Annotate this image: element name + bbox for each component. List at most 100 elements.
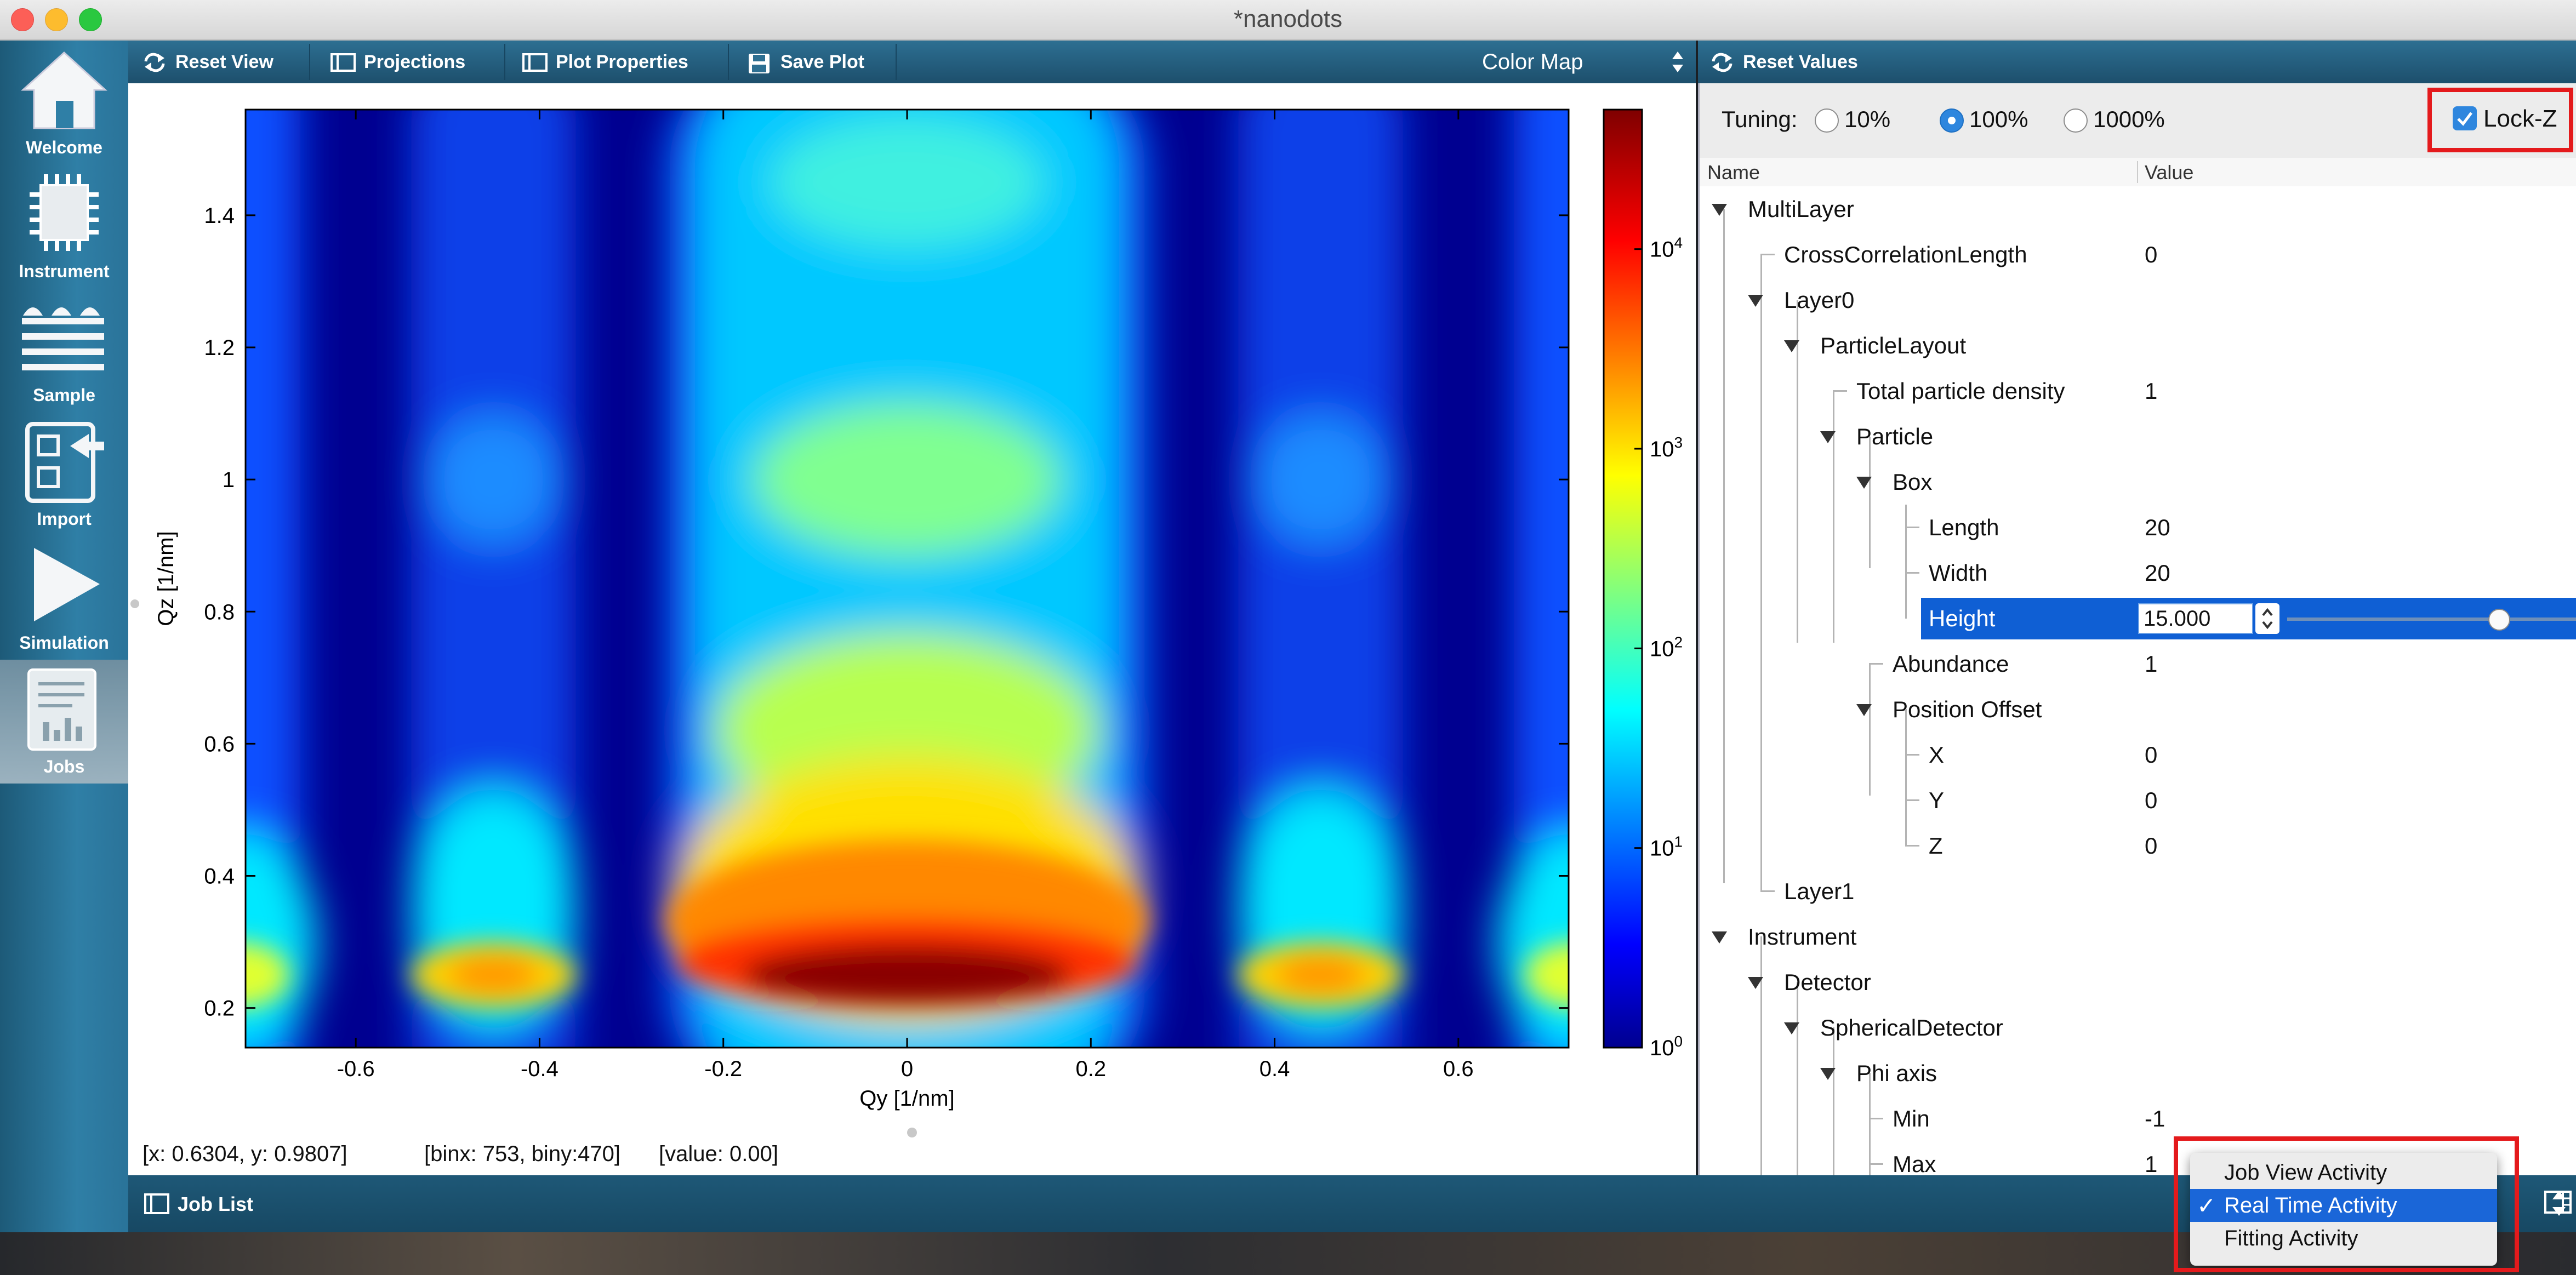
intensity-map-plot[interactable]: -0.6 -0.4 -0.2 0 0.2 0.4 0.6 0.2 0.4 0.6 0.8 1 1.2 1…: [128, 83, 1696, 1175]
layers-icon: [22, 307, 104, 370]
save-icon: [749, 54, 770, 73]
tree-row-value[interactable]: 1: [2145, 1151, 2158, 1175]
colorbar: [1603, 108, 1643, 1049]
colorbar-tick-label: 104: [1650, 235, 1683, 262]
menu-item-label: Real Time Activity: [2224, 1193, 2397, 1217]
menu-item-real-time-activity[interactable]: ✓ Real Time Activity: [2190, 1189, 2497, 1222]
sidebar-item-simulation[interactable]: Simulation: [0, 536, 128, 660]
tree-row[interactable]: Min -1: [1700, 1096, 2576, 1141]
sidebar-item-jobs[interactable]: Jobs: [0, 660, 128, 784]
status-value: [value: 0.00]: [659, 1142, 778, 1166]
tree-row[interactable]: Max 1: [1700, 1141, 2576, 1175]
menu-item-job-view-activity[interactable]: Job View Activity: [2190, 1156, 2497, 1189]
tree-row[interactable]: CrossCorrelationLength 0: [1700, 232, 2576, 277]
heatmap-blob: [428, 414, 560, 546]
sidebar-item-label: Jobs: [43, 757, 85, 776]
tuning-radio-10[interactable]: [1815, 108, 1839, 133]
height-slider-track[interactable]: [2287, 618, 2576, 621]
tree-row[interactable]: ParticleLayout: [1700, 323, 2576, 368]
splitter-handle[interactable]: [130, 599, 139, 608]
projections-button[interactable]: Projections: [330, 41, 516, 83]
reset-view-button[interactable]: Reset View: [141, 41, 328, 83]
tree-row[interactable]: Instrument: [1700, 914, 2576, 959]
sidebar-item-sample[interactable]: Sample: [0, 288, 128, 412]
sidebar-item-import[interactable]: Import: [0, 412, 128, 536]
expand-arrow-icon[interactable]: [1856, 477, 1872, 489]
expand-arrow-icon[interactable]: [1712, 204, 1727, 216]
tree-row[interactable]: Detector: [1700, 959, 2576, 1005]
tree-row-selected[interactable]: Height 15.000: [1700, 596, 2576, 641]
toolbar-divider: [896, 44, 897, 80]
tree-row-value[interactable]: 1: [2145, 651, 2158, 677]
tree-guide-line: [1833, 1027, 1834, 1175]
tree-row-value[interactable]: 0: [2145, 242, 2158, 267]
value-column-header[interactable]: Value: [2145, 161, 2194, 184]
zoom-window-button[interactable]: [79, 8, 102, 31]
close-window-button[interactable]: [11, 8, 34, 31]
tree-row-value[interactable]: 0: [2145, 833, 2158, 859]
tree-row[interactable]: Total particle density 1: [1700, 368, 2576, 414]
expand-arrow-icon[interactable]: [1784, 340, 1799, 352]
tree-row[interactable]: MultiLayer: [1700, 186, 2576, 232]
tree-row-value[interactable]: 0: [2145, 742, 2158, 768]
expand-arrow-icon[interactable]: [1820, 1068, 1836, 1080]
tree-row-value[interactable]: 20: [2145, 514, 2170, 540]
tree-guide-line: [1905, 799, 1919, 801]
expand-arrow-icon[interactable]: [1748, 295, 1763, 307]
tree-row[interactable]: Abundance 1: [1700, 641, 2576, 687]
tree-row[interactable]: Layer1: [1700, 803, 2576, 914]
tree-row-name: Height: [1929, 605, 1996, 631]
name-column-header[interactable]: Name: [1707, 161, 1760, 184]
tree-row[interactable]: Layer0: [1700, 277, 2576, 323]
minimize-window-button[interactable]: [45, 8, 68, 31]
spin-arrows-button[interactable]: [2255, 603, 2279, 634]
job-list-toggle[interactable]: Job List: [144, 1191, 319, 1218]
tree-row[interactable]: Box: [1700, 459, 2576, 505]
reset-values-button[interactable]: Reset Values: [1709, 41, 1884, 83]
tree-row[interactable]: Position Offset: [1700, 687, 2576, 732]
activity-menu[interactable]: Job View Activity ✓ Real Time Activity F…: [2190, 1153, 2497, 1266]
tree-guide-line: [1905, 709, 1907, 777]
tree-row-value[interactable]: 20: [2145, 560, 2170, 586]
tree-row-value[interactable]: 0: [2145, 787, 2158, 813]
tree-guide-line: [1905, 505, 1907, 550]
tree-guide-line: [1905, 845, 1919, 847]
tree-row[interactable]: Phi axis: [1700, 1050, 2576, 1096]
tree-row[interactable]: Particle: [1700, 414, 2576, 459]
tree-row-name: ParticleLayout: [1820, 333, 1967, 358]
tree-row[interactable]: SphericalDetector: [1700, 1005, 2576, 1050]
tree-row-value[interactable]: 1: [2145, 378, 2158, 404]
view-mode-select[interactable]: Color Map: [1482, 41, 1668, 83]
sidebar-item-welcome[interactable]: Welcome: [0, 41, 128, 164]
menu-item-fitting-activity[interactable]: Fitting Activity: [2190, 1222, 2497, 1255]
lock-z-checkbox[interactable]: [2453, 106, 2477, 130]
y-tick-label: 0.8: [204, 600, 235, 624]
y-axis: 0.2 0.4 0.6 0.8 1 1.2 1.4: [204, 204, 1569, 1021]
status-bins: [binx: 753, biny:470]: [424, 1142, 621, 1166]
sidebar-item-instrument[interactable]: Instrument: [0, 164, 128, 288]
plot-properties-button[interactable]: Plot Properties: [522, 41, 741, 83]
tuning-radio-1000[interactable]: [2064, 108, 2088, 133]
expand-arrow-icon[interactable]: [1784, 1022, 1799, 1034]
save-plot-button[interactable]: Save Plot: [746, 41, 911, 83]
tree-guide-line: [1760, 254, 1775, 255]
tuning-radio-100[interactable]: [1940, 108, 1964, 133]
panel-icon: [522, 53, 548, 72]
height-spinbox[interactable]: 15.000: [2138, 603, 2253, 634]
heatmap-blob: [246, 942, 289, 1008]
parameter-tree: MultiLayer CrossCorrelationLength 0 Layer…: [1700, 186, 2576, 1175]
splitter-handle[interactable]: [907, 1128, 917, 1137]
tree-row[interactable]: Width 20: [1700, 550, 2576, 596]
expand-arrow-icon[interactable]: [1748, 977, 1763, 989]
tree-row[interactable]: Length 20: [1700, 505, 2576, 550]
expand-arrow-icon[interactable]: [1856, 704, 1872, 716]
colorbar-tick-label: 103: [1650, 434, 1683, 461]
tree-row-value[interactable]: -1: [2145, 1106, 2165, 1131]
expand-arrow-icon[interactable]: [1820, 431, 1836, 443]
height-slider-handle[interactable]: [2488, 609, 2510, 631]
panel-toggle-icon[interactable]: [2542, 1188, 2574, 1216]
expand-arrow-icon[interactable]: [1712, 931, 1727, 944]
